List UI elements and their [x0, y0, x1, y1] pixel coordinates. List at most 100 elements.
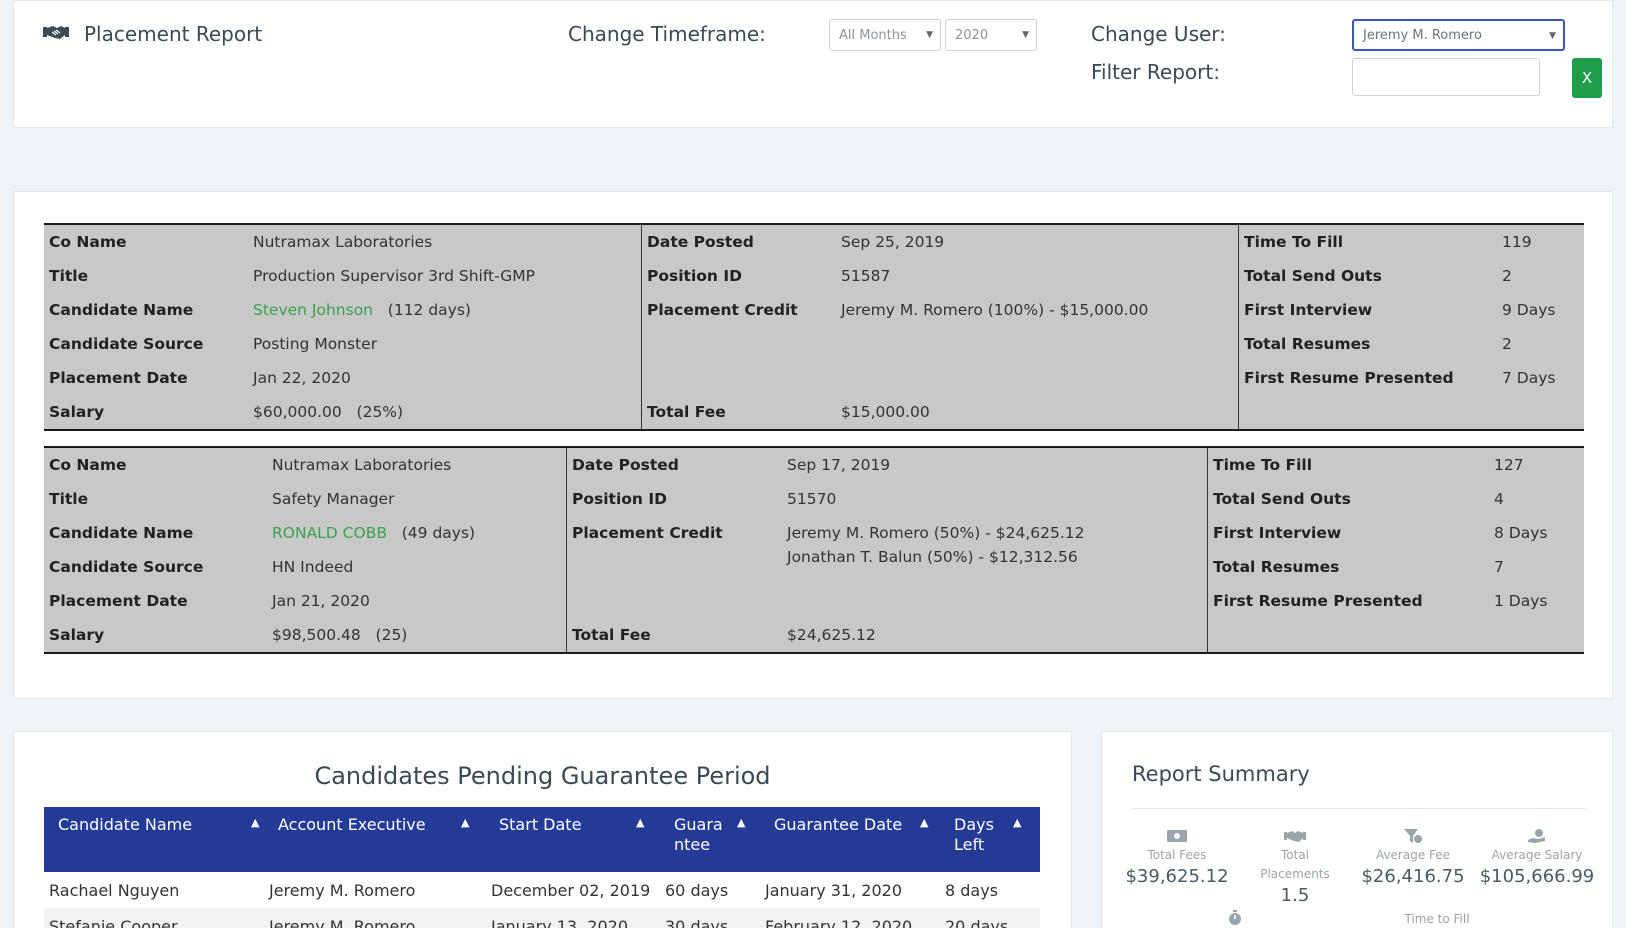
candidate-value: Steven Johnson (112 days) — [253, 301, 471, 319]
sendouts-value: 4 — [1494, 490, 1504, 508]
sort-asc-icon: ▲ — [920, 816, 929, 829]
resumes-value: 2 — [1502, 335, 1512, 353]
title-label: Title — [49, 490, 89, 508]
report-summary-section: Report Summary Total Fees $39,625.12 Tot… — [1101, 731, 1613, 928]
stopwatch-icon — [1175, 910, 1295, 926]
placement-date-label: Placement Date — [49, 369, 188, 387]
first-resume-value: 7 Days — [1502, 369, 1556, 387]
column-header-guarantee-date[interactable]: Guarantee Date ▲ — [774, 815, 928, 835]
placement-credit-value: Jeremy M. Romero (50%) - $24,625.12 — [787, 524, 1085, 542]
year-select-value: 2020 — [955, 27, 989, 43]
filter-label: Filter Report: — [1091, 60, 1220, 84]
column-header-account-executive[interactable]: Account Executive ▲ — [278, 815, 469, 835]
column-header-days-left[interactable]: Days Left ▲ — [954, 815, 1021, 855]
total-fee-label: Total Fee — [572, 626, 651, 644]
column-header-start-date[interactable]: Start Date ▲ — [499, 815, 644, 835]
resumes-label: Total Resumes — [1213, 558, 1340, 576]
sort-asc-icon: ▲ — [461, 816, 470, 829]
funnel-dollar-icon — [1353, 828, 1473, 844]
money-icon — [1117, 828, 1237, 844]
year-select[interactable]: 2020 ▼ — [945, 19, 1037, 51]
placement-credit-label: Placement Credit — [572, 524, 723, 542]
placement-metrics-column: Time To Fill 119 Total Send Outs 2 First… — [1238, 225, 1584, 429]
candidate-days: (49 days) — [401, 524, 476, 542]
timeframe-label: Change Timeframe: — [568, 22, 766, 46]
sendouts-label: Total Send Outs — [1244, 267, 1382, 285]
salary-value: $98,500.48 (25) — [272, 626, 407, 644]
stat-value: $26,416.75 — [1361, 866, 1465, 887]
ttf-label: Time To Fill — [1244, 233, 1344, 251]
salary-percent: (25) — [375, 626, 408, 644]
table-cell: Jeremy M. Romero — [269, 881, 416, 900]
position-id-value: 51587 — [841, 267, 891, 285]
user-select[interactable]: Jeremy M. Romero ▼ — [1352, 19, 1565, 51]
table-row[interactable]: Rachael Nguyen Jeremy M. Romero December… — [44, 872, 1040, 908]
handshake-icon — [1235, 828, 1355, 844]
table-cell: Rachael Nguyen — [49, 881, 180, 900]
column-header-guarantee[interactable]: Guara ntee ▲ — [674, 815, 745, 855]
company-link[interactable]: Nutramax Laboratories — [253, 233, 433, 251]
summary-title: Report Summary — [1132, 762, 1310, 786]
table-cell: 30 days — [665, 917, 729, 928]
pending-title: Candidates Pending Guarantee Period — [314, 762, 771, 790]
ttf-label: Time To Fill — [1213, 456, 1313, 474]
column-header-label: Guara ntee — [674, 815, 723, 854]
candidate-days: (112 days) — [387, 301, 471, 319]
placement-date-value: Jan 21, 2020 — [272, 592, 370, 610]
source-value: Posting Monster — [253, 335, 378, 353]
placement-record: Co Name Nutramax Laboratories Title Prod… — [44, 223, 1584, 431]
table-cell: January 13, 2020 — [491, 917, 628, 928]
user-label: Change User: — [1091, 22, 1226, 46]
placement-record: Co Name Nutramax Laboratories Title Safe… — [44, 446, 1584, 654]
salary-label: Salary — [49, 403, 105, 421]
table-cell: 8 days — [945, 881, 999, 900]
placement-metrics-column: Time To Fill 127 Total Send Outs 4 First… — [1207, 448, 1584, 652]
date-posted-label: Date Posted — [647, 233, 754, 251]
hand-holding-icon — [1477, 828, 1597, 844]
job-title-link[interactable]: Safety Manager — [272, 490, 395, 508]
month-select[interactable]: All Months ▼ — [829, 19, 941, 51]
table-cell: January 31, 2020 — [765, 881, 902, 900]
date-posted-value: Sep 17, 2019 — [787, 456, 891, 474]
report-header: Placement Report Change Timeframe: All M… — [13, 0, 1613, 128]
date-posted-value: Sep 25, 2019 — [841, 233, 945, 251]
job-title-link[interactable]: Production Supervisor 3rd Shift-GMP — [253, 267, 535, 285]
stat-label: Total Fees — [1147, 848, 1207, 862]
stat-value: $39,625.12 — [1125, 866, 1229, 887]
column-header-label: Guarantee Date — [774, 815, 903, 834]
page-title: Placement Report — [84, 22, 263, 46]
placement-date-label: Placement Date — [49, 592, 188, 610]
clear-filter-button[interactable]: X — [1572, 58, 1602, 98]
stat-time-to-fill: Time to Fill — [1367, 910, 1507, 928]
column-header-candidate[interactable]: Candidate Name ▲ — [58, 815, 259, 835]
sort-asc-icon: ▲ — [636, 816, 645, 829]
pending-guarantee-section: Candidates Pending Guarantee Period Cand… — [13, 731, 1072, 928]
chevron-down-icon: ▼ — [1549, 31, 1556, 41]
chevron-down-icon: ▼ — [1022, 30, 1029, 40]
ttf-value: 119 — [1502, 233, 1532, 251]
company-link[interactable]: Nutramax Laboratories — [272, 456, 452, 474]
title-label: Title — [49, 267, 89, 285]
filter-input[interactable] — [1352, 58, 1540, 96]
salary-percent: (25%) — [356, 403, 404, 421]
sort-asc-icon: ▲ — [1013, 816, 1022, 829]
stat-total-placements: Total Placements 1.5 — [1235, 828, 1355, 906]
total-fee-value: $24,625.12 — [787, 626, 876, 644]
co-name-label: Co Name — [49, 233, 127, 251]
total-fee-value: $15,000.00 — [841, 403, 930, 421]
co-name-label: Co Name — [49, 456, 127, 474]
placement-job-column: Date Posted Sep 25, 2019 Position ID 515… — [641, 225, 1238, 429]
stat-value: 1.5 — [1280, 885, 1310, 906]
source-value: HN Indeed — [272, 558, 354, 576]
date-posted-label: Date Posted — [572, 456, 679, 474]
column-header-label: Days Left — [954, 815, 994, 854]
table-cell: Jeremy M. Romero — [269, 917, 416, 928]
first-resume-label: First Resume Presented — [1244, 369, 1454, 387]
salary-amount: $60,000.00 — [253, 403, 342, 421]
month-select-value: All Months — [839, 27, 907, 43]
table-cell: 60 days — [665, 881, 729, 900]
placement-credit-label: Placement Credit — [647, 301, 798, 319]
candidate-link[interactable]: RONALD COBB — [272, 524, 387, 542]
table-row[interactable]: Stefanie Cooper Jeremy M. Romero January… — [44, 908, 1040, 928]
candidate-link[interactable]: Steven Johnson — [253, 301, 373, 319]
